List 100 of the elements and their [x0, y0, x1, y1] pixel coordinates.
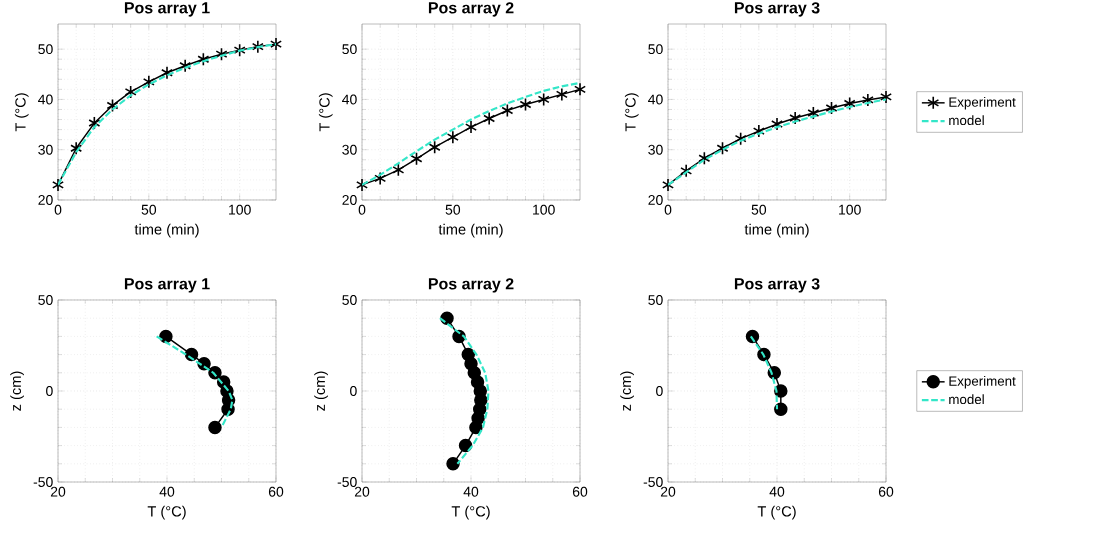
- point: [774, 402, 788, 416]
- y-tick-label: 50: [648, 44, 663, 55]
- point: [356, 178, 368, 192]
- y-tick-label: 30: [648, 144, 663, 155]
- point: [142, 75, 155, 89]
- point: [752, 124, 765, 138]
- y-tick-label: -50: [33, 477, 53, 487]
- point: [861, 93, 874, 107]
- x-axis-title: T (°C): [451, 505, 490, 520]
- y-tick-label: 40: [342, 94, 357, 105]
- point: [161, 65, 173, 80]
- point: [270, 37, 282, 51]
- x-tick-label: 40: [159, 486, 175, 497]
- y-axis-title: T (°C): [624, 93, 639, 132]
- point: [716, 141, 729, 156]
- point: [215, 47, 228, 61]
- x-tick-label: 60: [268, 486, 284, 497]
- legend-label: Experiment: [949, 376, 1016, 389]
- y-axis-title: z (cm): [10, 371, 24, 411]
- point: [208, 420, 222, 435]
- x-tick-label: 50: [141, 204, 157, 215]
- point: [807, 106, 820, 120]
- point: [771, 117, 784, 131]
- x-axis-title: time (min): [438, 223, 503, 238]
- x-axis-title: T (°C): [147, 505, 186, 520]
- y-tick-label: 50: [38, 295, 53, 305]
- y-tick-label: 20: [38, 195, 53, 205]
- point: [880, 90, 893, 104]
- y-tick-label: -50: [337, 477, 357, 487]
- point: [662, 178, 675, 192]
- chart-title: Pos array 3: [734, 2, 820, 17]
- point: [392, 163, 405, 177]
- x-tick-label: 0: [664, 204, 672, 215]
- point: [465, 120, 477, 134]
- point: [734, 131, 747, 146]
- x-tick-label: 20: [354, 486, 370, 497]
- chart-title: Pos array 2: [428, 278, 514, 293]
- point: [179, 58, 192, 73]
- y-tick-label: 40: [38, 94, 53, 105]
- y-axis-title: T (°C): [318, 93, 333, 132]
- point: [698, 151, 711, 166]
- point: [537, 92, 550, 107]
- legend-label: model: [949, 394, 984, 405]
- x-tick-label: 50: [751, 204, 767, 215]
- legend-label: model: [949, 115, 984, 126]
- x-tick-label: 100: [533, 204, 555, 215]
- chart-title: Pos array 1: [124, 278, 210, 293]
- y-axis-title: z (cm): [314, 371, 328, 411]
- point: [251, 39, 264, 54]
- y-tick-label: 50: [648, 295, 663, 305]
- point: [446, 130, 459, 144]
- y-tick-label: 0: [350, 386, 357, 396]
- chart-title: Pos array 1: [124, 2, 210, 17]
- y-tick-label: 0: [656, 386, 663, 396]
- point: [88, 116, 101, 130]
- y-tick-label: 0: [46, 386, 53, 396]
- x-axis-title: T (°C): [757, 505, 796, 520]
- y-tick-label: 20: [342, 195, 357, 205]
- chart-title: Pos array 3: [734, 278, 820, 293]
- point: [789, 111, 802, 125]
- point: [124, 85, 137, 99]
- x-tick-label: 60: [572, 486, 588, 497]
- y-axis-title: z (cm): [620, 371, 634, 411]
- y-tick-label: 50: [342, 295, 357, 305]
- point: [374, 171, 387, 186]
- chart-title: Pos array 2: [428, 2, 514, 17]
- point: [70, 141, 83, 156]
- y-tick-label: 30: [38, 144, 53, 155]
- x-tick-label: 40: [463, 486, 479, 497]
- point: [843, 96, 856, 111]
- point: [52, 178, 64, 192]
- point: [106, 98, 119, 113]
- x-axis-title: time (min): [744, 223, 809, 238]
- x-axis-title: time (min): [134, 223, 199, 238]
- x-tick-label: 100: [839, 204, 861, 215]
- y-axis-title: T (°C): [14, 93, 29, 132]
- point: [410, 151, 423, 166]
- point: [233, 43, 246, 57]
- x-tick-label: 20: [50, 486, 66, 497]
- point: [197, 52, 210, 66]
- point: [555, 87, 568, 102]
- x-tick-label: 60: [878, 486, 894, 497]
- x-tick-label: 100: [229, 204, 251, 215]
- x-tick-label: 0: [54, 204, 62, 215]
- point: [825, 101, 838, 115]
- point: [469, 420, 483, 435]
- point: [501, 103, 514, 118]
- y-tick-label: 20: [648, 195, 663, 205]
- point: [574, 82, 586, 97]
- y-tick-label: 50: [38, 44, 53, 55]
- legend-label: Experiment: [949, 97, 1016, 110]
- point: [680, 164, 693, 178]
- x-tick-label: 40: [769, 486, 785, 497]
- point: [519, 97, 532, 112]
- y-tick-label: -50: [643, 477, 663, 487]
- x-tick-label: 0: [358, 204, 366, 215]
- y-tick-label: 50: [342, 44, 357, 55]
- point: [428, 140, 441, 154]
- y-tick-label: 40: [648, 94, 663, 105]
- point: [483, 111, 496, 126]
